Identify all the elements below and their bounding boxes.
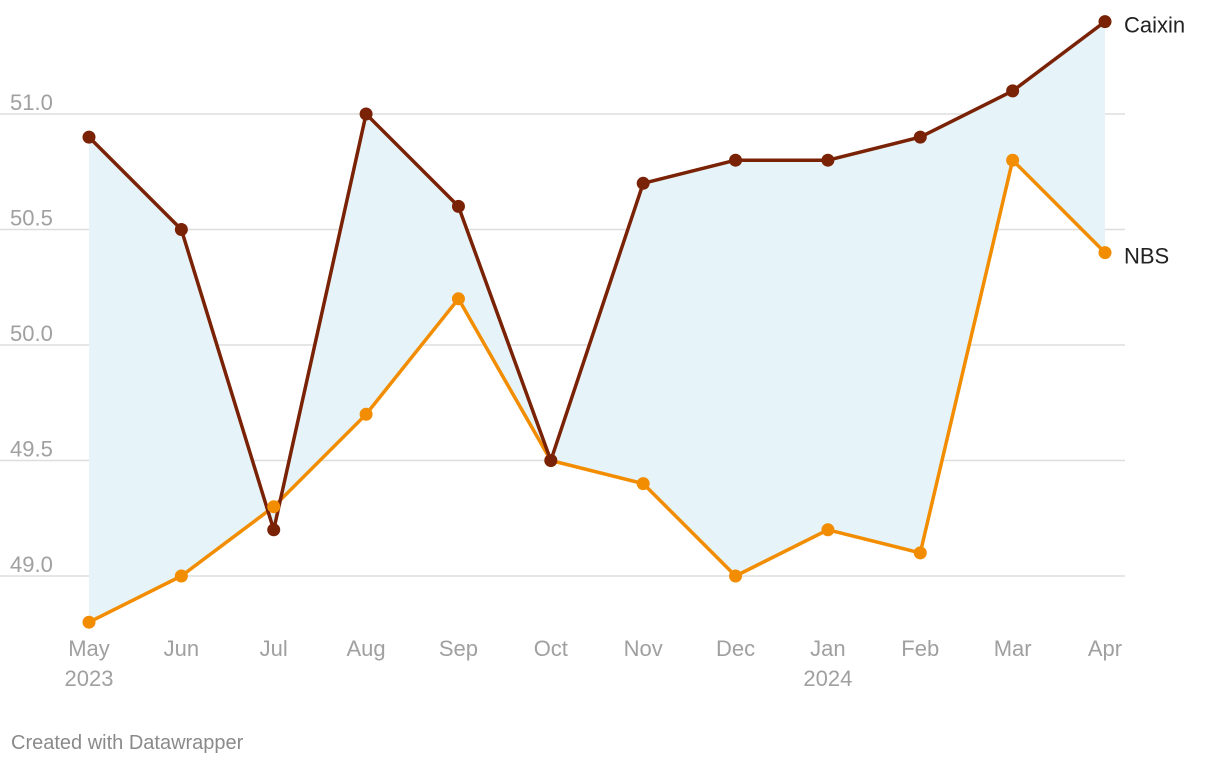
data-point-caixin — [729, 153, 743, 167]
data-point-nbs — [913, 546, 927, 560]
x-tick-label: Mar — [994, 636, 1032, 661]
x-tick-label: Aug — [347, 636, 386, 661]
footer-credit: Created with Datawrapper — [11, 732, 244, 754]
series-line-caixin — [87, 19, 1107, 532]
y-tick-label: 50.0 — [10, 321, 53, 346]
data-point-caixin — [636, 176, 650, 190]
y-tick-label: 49.5 — [10, 437, 53, 462]
data-point-nbs — [174, 569, 188, 583]
labels: Caixin NBS May 2023 Jun Jul Aug Sep Oct Nov Dec Jan… — [65, 13, 1186, 691]
x-tick-label: Oct — [534, 636, 568, 661]
x-tick-label: Jul — [260, 636, 288, 661]
data-point-caixin — [1098, 15, 1112, 29]
data-point-caixin — [82, 130, 96, 144]
series-line-nbs — [87, 158, 1107, 624]
x-tick-label: May — [68, 636, 110, 661]
data-point-nbs — [267, 500, 281, 514]
x-year-label: 2023 — [65, 666, 114, 691]
series-label-nbs: NBS — [1124, 244, 1169, 269]
series-points — [82, 15, 1112, 629]
data-point-nbs — [821, 523, 835, 537]
data-point-nbs — [82, 615, 96, 629]
data-point-caixin — [267, 523, 281, 537]
data-point-caixin — [174, 223, 188, 236]
data-point-nbs — [636, 477, 650, 491]
x-tick-label: Jun — [164, 636, 199, 661]
data-point-nbs — [1098, 246, 1112, 260]
data-point-nbs — [1006, 153, 1020, 167]
x-tick-label: Apr — [1088, 636, 1122, 661]
data-point-nbs — [359, 407, 373, 421]
y-tick-label: 51.0 — [10, 90, 53, 115]
data-point-caixin — [359, 107, 373, 121]
data-point-caixin — [451, 199, 465, 213]
x-tick-label: Sep — [439, 636, 478, 661]
data-point-caixin — [913, 130, 927, 144]
x-tick-label: Nov — [624, 636, 663, 661]
x-tick-label: Dec — [716, 636, 755, 661]
x-tick-label: Feb — [901, 636, 939, 661]
data-point-caixin — [821, 153, 835, 167]
y-tick-label: 49.0 — [10, 552, 53, 577]
series-label-caixin: Caixin — [1124, 13, 1185, 38]
data-point-nbs — [729, 569, 743, 583]
data-point-nbs — [451, 292, 465, 306]
data-point-caixin — [1006, 84, 1020, 98]
x-tick-label: Jan — [810, 636, 845, 661]
y-tick-label: 50.5 — [10, 206, 53, 231]
series-lines — [87, 19, 1107, 624]
x-year-label: 2024 — [803, 666, 852, 691]
data-point-caixin — [544, 454, 558, 467]
